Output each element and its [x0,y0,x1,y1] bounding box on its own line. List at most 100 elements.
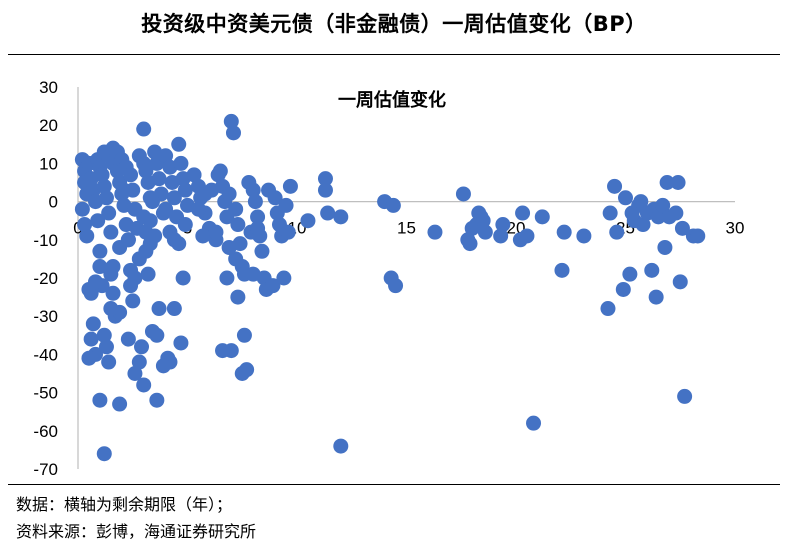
scatter-point [112,239,128,255]
scatter-point [98,339,114,355]
scatter-point [635,217,651,233]
scatter-point [267,190,283,206]
scatter-point [633,194,649,210]
scatter-chart: 3020100-10-20-30-40-50-60-70051015202530… [0,58,788,482]
scatter-point [136,121,152,137]
scatter-point [96,446,112,462]
scatter-point [278,197,294,213]
scatter-point [462,236,478,252]
scatter-point [385,197,401,213]
scatter-point [112,396,128,412]
chart-canvas: 3020100-10-20-30-40-50-60-70051015202530… [33,78,745,479]
scatter-point [333,438,349,454]
scatter-point [88,274,104,290]
scatter-point [554,262,570,278]
scatter-point [85,316,101,332]
scatter-point [83,285,99,301]
scatter-point [655,197,671,213]
scatter-point [254,243,270,259]
scatter-point [92,259,108,275]
scatter-point [123,167,139,183]
scatter-point [317,182,333,198]
scatter-point [247,194,263,210]
scatter-point [427,224,443,240]
scatter-point [138,243,154,259]
scatter-point [234,366,250,381]
scatter-point [519,228,535,244]
scatter-point [600,301,616,317]
scatter-point [300,213,316,229]
scatter-point [230,289,246,305]
scatter-point [223,113,239,129]
scatter-point [475,213,491,229]
scatter-point [175,270,191,286]
scatter-point [105,285,121,301]
scatter-point [690,228,706,244]
scatter-point [622,266,638,282]
scatter-point [607,178,623,194]
scatter-point [151,301,167,317]
scatter-point [210,167,226,183]
scatter-point [515,205,531,221]
scatter-point [221,239,237,255]
scatter-point [173,335,189,351]
scatter-point [96,178,112,194]
scatter-point [674,220,690,236]
scatter-point [158,148,174,164]
scatter-point [136,377,152,393]
x-tick-label: 30 [726,219,745,238]
y-tick-label: -40 [33,345,58,364]
scatter-point [609,224,625,240]
scatter-point [186,167,202,183]
scatter-point [147,228,163,244]
scatter-point [166,190,182,206]
scatter-point [225,125,241,141]
scatter-point [668,205,684,221]
scatter-point [125,293,141,309]
scatter-point [81,350,97,366]
data-note: 数据：横轴为剩余期限（年）； [16,495,233,514]
scatter-point [98,190,114,206]
scatter-point [134,339,150,355]
y-tick-label: 0 [49,193,58,212]
scatter-point [250,209,266,225]
scatter-point [151,171,167,187]
scatter-point [223,343,239,359]
y-tick-label: -60 [33,422,58,441]
scatter-point [149,392,165,408]
scatter-point [495,217,511,233]
scatter-point [644,262,660,278]
scatter-point [96,327,112,343]
scatter-point [79,228,95,244]
scatter-point [155,358,171,374]
scatter-point [602,205,618,221]
y-tick-label: -50 [33,384,58,403]
scatter-point [166,232,182,248]
scatter-point [149,327,165,343]
scatter-point [672,274,688,290]
scatter-point [127,366,143,381]
scatter-point [320,205,336,221]
scatter-point [195,228,211,244]
chart-title: 一周估值变化 [338,89,446,111]
scatter-point [219,270,235,286]
scatter-point [101,205,117,221]
scatter-point [236,327,252,343]
scatter-point [455,186,471,202]
scatter-point [276,270,292,286]
scatter-point [90,213,106,229]
scatter-point [208,224,224,240]
scatter-point [177,182,193,198]
scatter-point [576,228,592,244]
y-tick-label: 30 [39,78,58,97]
scatter-point [140,266,156,282]
scatter-point [166,301,182,317]
scatter-point [171,136,187,152]
footer-divider [8,484,780,485]
scatter-point [493,228,509,244]
scatter-point [245,266,261,282]
title-divider [8,54,780,55]
scatter-point [158,201,174,217]
scatter-point [173,155,189,171]
y-tick-label: 10 [39,154,58,173]
